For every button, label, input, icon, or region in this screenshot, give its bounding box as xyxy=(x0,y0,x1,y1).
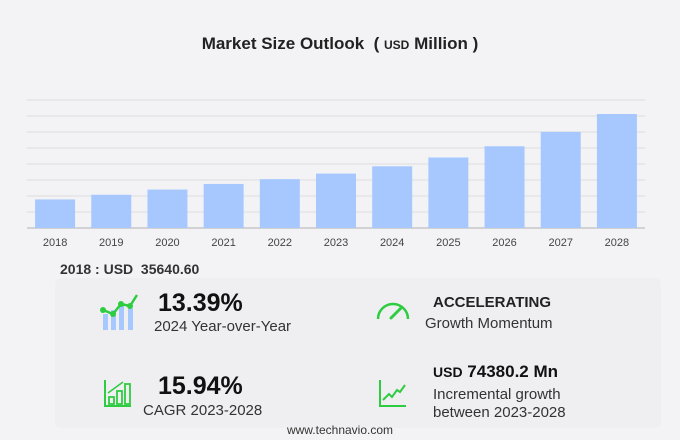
bar-2020 xyxy=(147,189,188,228)
x-tick-label: 2019 xyxy=(99,237,123,249)
bar-2025 xyxy=(428,157,469,228)
x-tick-label: 2027 xyxy=(548,237,572,249)
bar-2028 xyxy=(596,114,637,228)
chart-title: Market Size Outlook ( USD Million ) xyxy=(201,34,479,53)
incremental-label-1: Incremental growth xyxy=(433,386,561,403)
trend-line-icon xyxy=(379,380,406,407)
x-tick-label: 2023 xyxy=(324,237,348,249)
x-tick-label: 2028 xyxy=(605,237,629,249)
bar-2023 xyxy=(316,173,356,228)
bar-2018 xyxy=(35,199,76,228)
incremental-label-2: between 2023-2028 xyxy=(433,404,566,421)
x-tick-label: 2025 xyxy=(436,237,460,249)
yoy-value: 13.39% xyxy=(158,289,243,317)
bar-chart: 2018 2019 2020 2021 2022 2023 2024 2025 2026 2027… xyxy=(27,99,645,249)
incremental-value: USD 74380.2 Mn xyxy=(433,362,559,381)
speedometer-icon xyxy=(376,302,410,320)
x-tick-label: 2020 xyxy=(155,237,179,249)
momentum-value: ACCELERATING xyxy=(433,294,552,311)
bar-2019 xyxy=(91,194,132,228)
base-year-value: 2018 : USD 35640.60 xyxy=(60,261,200,277)
x-tick-label: 2026 xyxy=(492,237,516,249)
x-tick-label: 2018 xyxy=(43,237,67,249)
cagr-value: 15.94% xyxy=(158,372,243,400)
bar-2024 xyxy=(372,166,413,228)
x-tick-label: 2021 xyxy=(211,237,235,249)
bar-line-growth-icon xyxy=(100,294,139,330)
yoy-label: 2024 Year-over-Year xyxy=(154,318,292,335)
bar-2026 xyxy=(484,146,525,228)
stats-panel xyxy=(55,278,661,428)
footer-url[interactable]: www.technavio.com xyxy=(286,423,394,437)
bar-chart-icon xyxy=(104,380,131,407)
x-tick-label: 2024 xyxy=(380,237,404,249)
cagr-label: CAGR 2023-2028 xyxy=(143,402,263,419)
momentum-label: Growth Momentum xyxy=(425,315,553,332)
bar-2027 xyxy=(540,131,581,228)
bar-2022 xyxy=(259,179,300,228)
bar-2021 xyxy=(203,183,244,228)
x-tick-label: 2022 xyxy=(268,237,292,249)
